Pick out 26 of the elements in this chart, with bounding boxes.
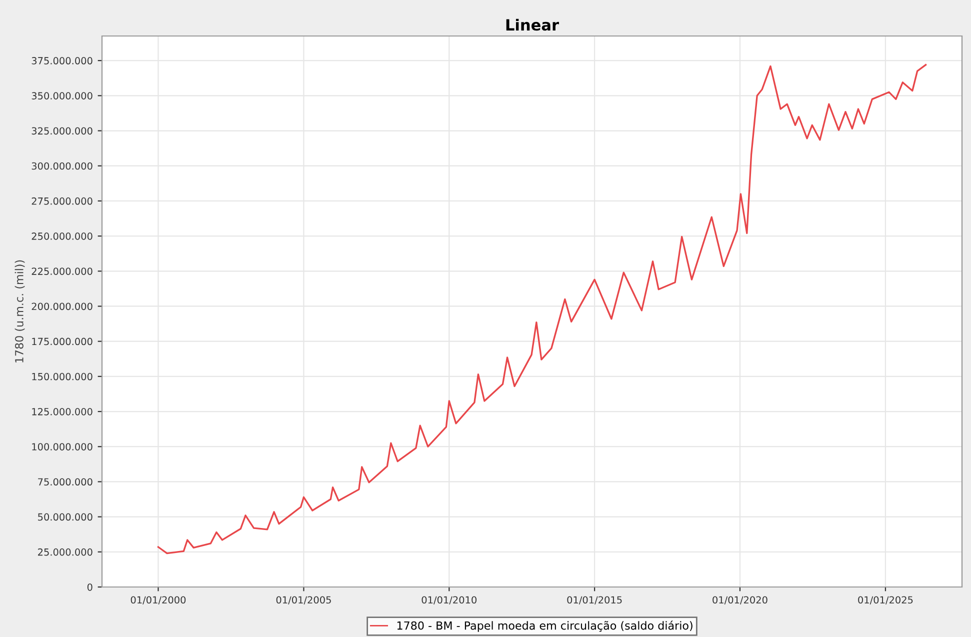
y-tick-label: 0 [87,583,92,591]
chart-title: Linear [506,18,559,31]
y-tick-label: 300.000.000 [32,162,92,170]
y-tick-label: 200.000.000 [32,302,92,310]
y-tick-label: 175.000.000 [32,338,92,346]
y-tick-label: 25.000.000 [38,548,92,556]
y-tick-label: 50.000.000 [38,513,92,521]
line-series [157,64,927,554]
y-tick-label: 125.000.000 [32,408,92,416]
x-tick-label: 01/01/2015 [567,596,622,604]
y-tick-label: 350.000.000 [32,92,92,100]
x-tick-label: 01/01/2020 [712,596,768,604]
y-tick-label: 275.000.000 [32,197,92,205]
y-tick-label: 250.000.000 [32,232,92,240]
y-tick-label: 225.000.000 [32,268,92,275]
x-tick-label: 01/01/2010 [422,596,477,604]
x-tick-label: 01/01/2000 [130,596,186,604]
y-tick-label: 100.000.000 [32,443,92,450]
y-tick-label: 150.000.000 [32,372,92,380]
y-tick-label: 375.000.000 [32,57,92,64]
legend-label: 1780 - BM - Papel moeda em circulação (saldo diário) [397,620,692,632]
y-tick-label: 75.000.000 [38,478,92,486]
y-tick-label: 325.000.000 [32,127,92,135]
y-axis-title: 1780 (u.m.c. (mil)) [14,260,25,362]
x-tick-label: 01/01/2005 [276,596,331,604]
x-tick-label: 01/01/2025 [858,596,913,604]
